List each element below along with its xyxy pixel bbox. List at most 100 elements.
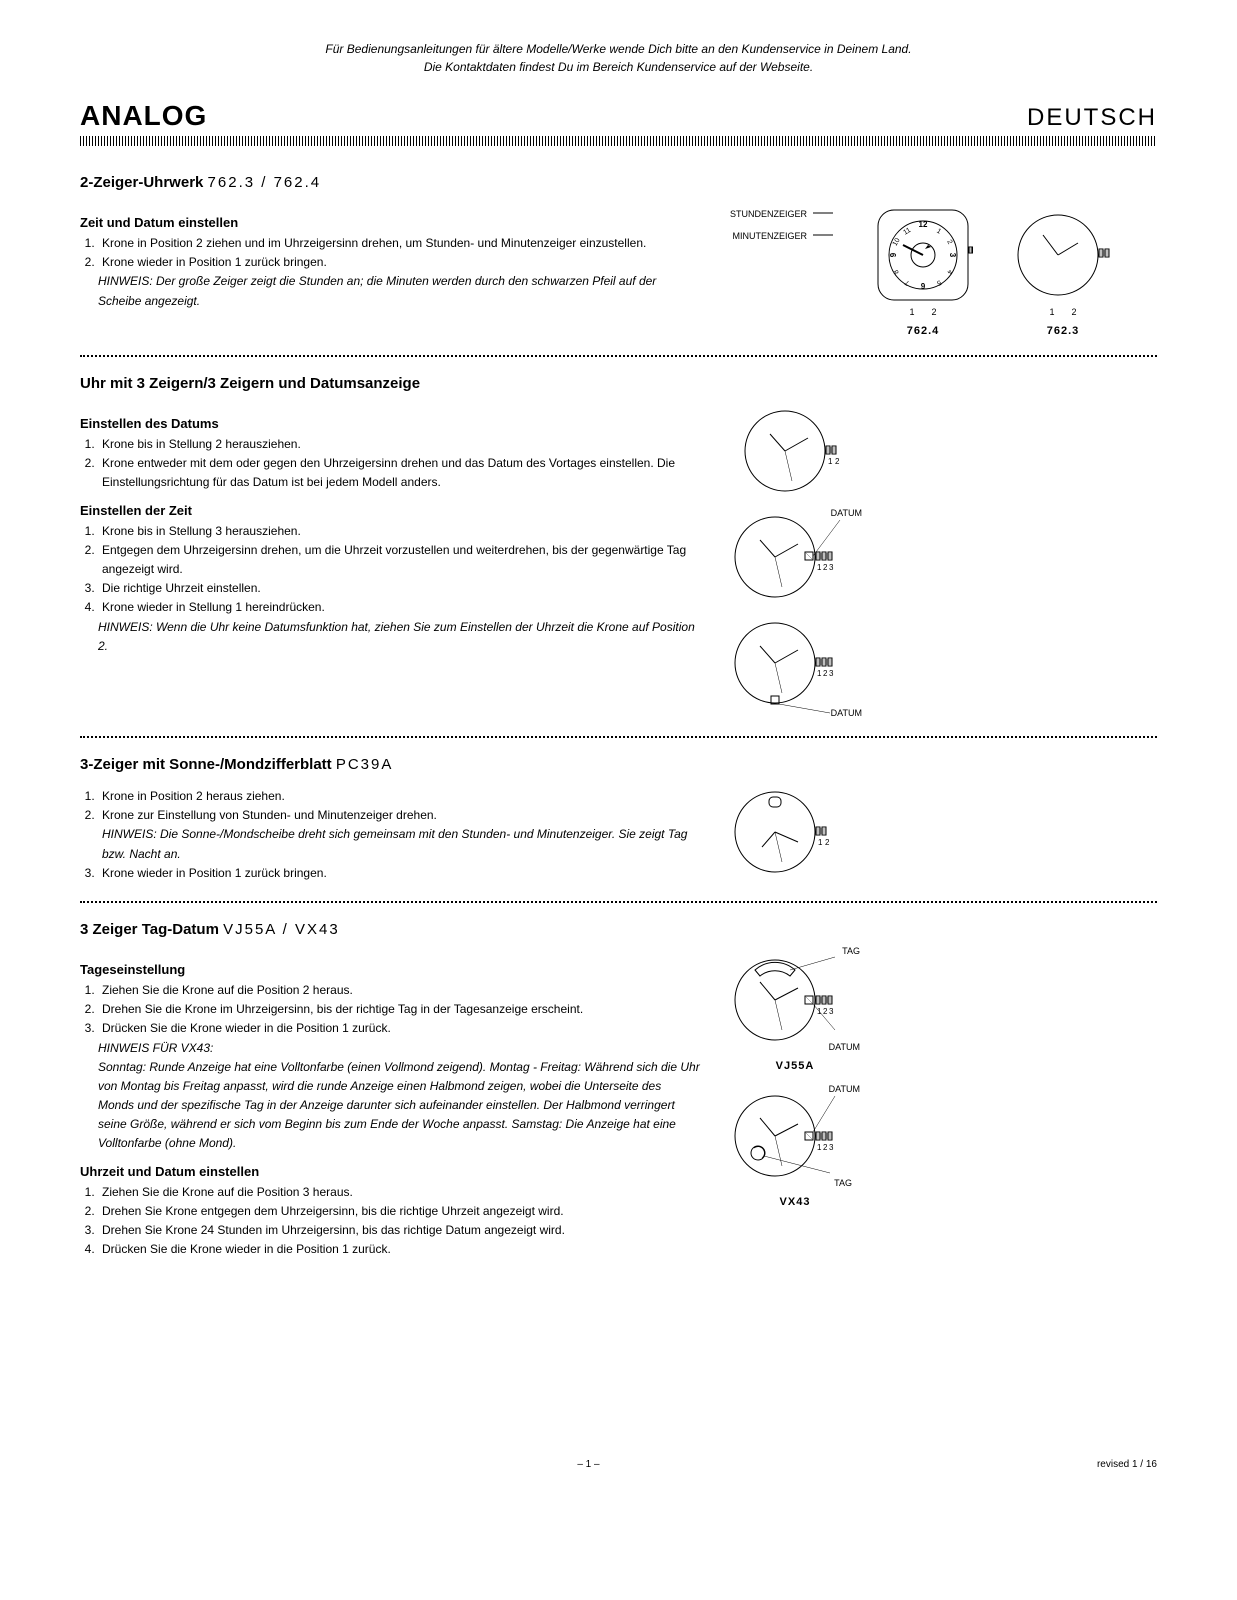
section-vj55a: 3 Zeiger Tag-Datum VJ55A / VX43 Tagesein… bbox=[80, 921, 1157, 1259]
svg-text:6: 6 bbox=[920, 281, 925, 290]
svg-text:3: 3 bbox=[829, 563, 834, 572]
svg-text:5: 5 bbox=[935, 278, 942, 286]
sec2-note: HINWEIS: Wenn die Uhr keine Datumsfunkti… bbox=[98, 618, 700, 656]
sec2-d1: Krone bis in Stellung 2 herausziehen. bbox=[98, 435, 700, 454]
footer-page: – 1 – bbox=[80, 1459, 1097, 1470]
divider bbox=[80, 355, 1157, 357]
svg-text:3: 3 bbox=[829, 669, 834, 678]
svg-text:2: 2 bbox=[823, 1143, 828, 1152]
svg-text:2: 2 bbox=[823, 669, 828, 678]
crown-2b: 2 bbox=[1072, 307, 1077, 317]
sec3-s3: Krone wieder in Position 1 zurück bringe… bbox=[98, 864, 700, 883]
divider-3 bbox=[80, 901, 1157, 903]
svg-text:2: 2 bbox=[835, 457, 840, 466]
sec4-model: VJ55A / VX43 bbox=[223, 921, 340, 938]
svg-text:1: 1 bbox=[817, 669, 822, 678]
sec3-title: 3-Zeiger mit Sonne-/Mondzifferblatt PC39… bbox=[80, 756, 1157, 773]
sec4-sub2: Uhrzeit und Datum einstellen bbox=[80, 1164, 700, 1179]
sec4-day-steps: Ziehen Sie die Krone auf die Position 2 … bbox=[98, 981, 700, 1039]
top-note: Für Bedienungsanleitungen für ältere Mod… bbox=[80, 40, 1157, 76]
watch-762-4-icon: 12 3 6 9 1 2 4 5 7 8 10 11 bbox=[873, 205, 973, 305]
sec4-cap2: VX43 bbox=[780, 1196, 811, 1208]
sec4-sub1: Tageseinstellung bbox=[80, 962, 700, 977]
svg-text:2: 2 bbox=[825, 838, 830, 847]
svg-text:2: 2 bbox=[945, 239, 953, 246]
watch-3hand-bot-icon: 123 bbox=[730, 618, 860, 718]
sec2-time-steps: Krone bis in Stellung 3 herausziehen. En… bbox=[98, 522, 700, 618]
svg-text:1: 1 bbox=[817, 1143, 822, 1152]
tag-lbl-2: TAG bbox=[834, 1178, 852, 1188]
footer: – 1 – revised 1 / 16 bbox=[80, 1459, 1157, 1470]
section-3hand: Uhr mit 3 Zeigern/3 Zeigern und Datumsan… bbox=[80, 375, 1157, 718]
crown-1b: 1 bbox=[1049, 307, 1054, 317]
sec4-b3: Drehen Sie Krone 24 Stunden im Uhrzeiger… bbox=[98, 1221, 700, 1240]
section-762: 2-Zeiger-Uhrwerk 762.3 / 762.4 Zeit und … bbox=[80, 174, 1157, 337]
sec1-step1: Krone in Position 2 ziehen und im Uhrzei… bbox=[98, 234, 700, 253]
section-pc39a: 3-Zeiger mit Sonne-/Mondzifferblatt PC39… bbox=[80, 756, 1157, 883]
svg-text:12: 12 bbox=[919, 220, 928, 229]
top-note-line2: Die Kontaktdaten findest Du im Bereich K… bbox=[424, 60, 813, 74]
watch-762-3-icon bbox=[1013, 205, 1113, 305]
svg-text:1: 1 bbox=[817, 1007, 822, 1016]
footer-rev: revised 1 / 16 bbox=[1097, 1459, 1157, 1470]
watch-pc39a-icon: 12 bbox=[730, 787, 850, 877]
sec4-b1: Ziehen Sie die Krone auf die Position 3 … bbox=[98, 1183, 700, 1202]
watch-3hand-top-icon: 12 bbox=[740, 406, 860, 496]
svg-text:1: 1 bbox=[817, 563, 822, 572]
svg-text:7: 7 bbox=[904, 278, 911, 286]
sec4-a2: Drehen Sie die Krone im Uhrzeigersinn, b… bbox=[98, 1000, 700, 1019]
sec2-d2: Krone entweder mit dem oder gegen den Uh… bbox=[98, 454, 700, 492]
crown-1: 1 bbox=[909, 307, 914, 317]
header-right: DEUTSCH bbox=[1027, 104, 1157, 132]
svg-text:8: 8 bbox=[893, 268, 901, 275]
svg-text:3: 3 bbox=[948, 253, 957, 258]
watch-vx43-icon: 123 bbox=[730, 1088, 860, 1188]
crown-2: 2 bbox=[932, 307, 937, 317]
watch-vj55a-icon: 123 bbox=[730, 952, 860, 1052]
sec4-a3: Drücken Sie die Krone wieder in die Posi… bbox=[98, 1019, 700, 1038]
sec3-s2: Krone zur Einstellung von Stunden- und M… bbox=[98, 806, 700, 864]
sec2-t4: Krone wieder in Stellung 1 hereindrücken… bbox=[98, 598, 700, 617]
sec2-title: Uhr mit 3 Zeigern/3 Zeigern und Datumsan… bbox=[80, 375, 1157, 392]
svg-text:3: 3 bbox=[829, 1143, 834, 1152]
sec2-t3: Die richtige Uhrzeit einstellen. bbox=[98, 579, 700, 598]
top-note-line1: Für Bedienungsanleitungen für ältere Mod… bbox=[325, 42, 911, 56]
sec1-model: 762.3 / 762.4 bbox=[208, 174, 322, 191]
sec2-t1: Krone bis in Stellung 3 herausziehen. bbox=[98, 522, 700, 541]
page-header: ANALOG DEUTSCH bbox=[80, 100, 1157, 132]
sec1-steps: Krone in Position 2 ziehen und im Uhrzei… bbox=[98, 234, 700, 272]
datum-lbl-1: DATUM bbox=[831, 508, 862, 518]
sec3-model: PC39A bbox=[336, 756, 394, 773]
sec1-cap1: 762.4 bbox=[907, 325, 940, 337]
sec4-cap1: VJ55A bbox=[776, 1060, 815, 1072]
sec1-title-text: 2-Zeiger-Uhrwerk bbox=[80, 174, 203, 191]
sec4-b4: Drücken Sie die Krone wieder in die Posi… bbox=[98, 1240, 700, 1259]
lbl-hour: STUNDENZEIGER bbox=[730, 209, 807, 219]
sec4-b2: Drehen Sie Krone entgegen dem Uhrzeigers… bbox=[98, 1202, 700, 1221]
sec1-note: HINWEIS: Der große Zeiger zeigt die Stun… bbox=[98, 272, 700, 310]
svg-text:2: 2 bbox=[823, 563, 828, 572]
svg-text:3: 3 bbox=[829, 1007, 834, 1016]
sec3-note: HINWEIS: Die Sonne-/Mondscheibe dreht si… bbox=[102, 827, 687, 860]
tag-lbl-1: TAG bbox=[842, 946, 860, 956]
sec4-timedate-steps: Ziehen Sie die Krone auf die Position 3 … bbox=[98, 1183, 700, 1260]
sec2-sub2: Einstellen der Zeit bbox=[80, 503, 700, 518]
divider-2 bbox=[80, 736, 1157, 738]
sec1-sub1: Zeit und Datum einstellen bbox=[80, 215, 700, 230]
svg-text:1: 1 bbox=[828, 457, 833, 466]
svg-text:11: 11 bbox=[902, 227, 912, 237]
sec4-note-body: Sonntag: Runde Anzeige hat eine Volltonf… bbox=[98, 1058, 700, 1154]
pointer-lines-icon bbox=[813, 205, 833, 245]
svg-text:2: 2 bbox=[823, 1007, 828, 1016]
lbl-min: MINUTENZEIGER bbox=[730, 231, 807, 241]
svg-text:4: 4 bbox=[945, 268, 953, 275]
svg-text:1: 1 bbox=[935, 228, 942, 236]
sec3-title-text: 3-Zeiger mit Sonne-/Mondzifferblatt bbox=[80, 756, 332, 773]
sec4-note-hdr: HINWEIS FÜR VX43: bbox=[98, 1039, 700, 1058]
tick-rule bbox=[80, 136, 1157, 146]
sec2-sub1: Einstellen des Datums bbox=[80, 416, 700, 431]
sec4-title: 3 Zeiger Tag-Datum VJ55A / VX43 bbox=[80, 921, 1157, 938]
header-left: ANALOG bbox=[80, 100, 207, 132]
datum-lbl-4: DATUM bbox=[829, 1084, 860, 1094]
sec3-steps: Krone in Position 2 heraus ziehen. Krone… bbox=[98, 787, 700, 883]
